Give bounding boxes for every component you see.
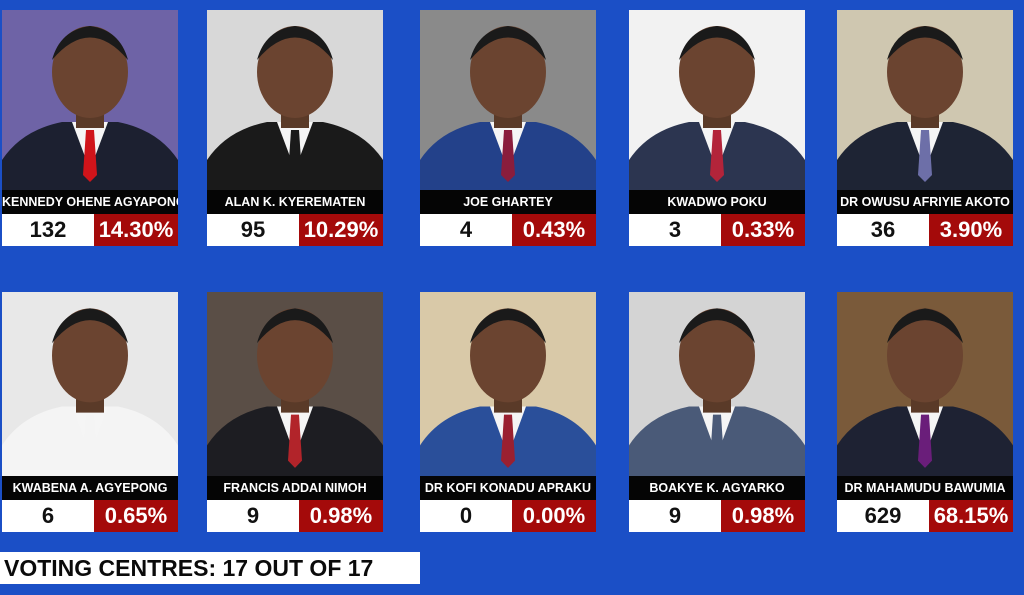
vote-count: 9 [207, 500, 299, 532]
vote-percent: 3.90% [929, 214, 1013, 246]
vote-percent: 0.33% [721, 214, 805, 246]
candidate-result: 3 0.33% [629, 214, 805, 246]
vote-count: 3 [629, 214, 721, 246]
vote-count: 132 [2, 214, 94, 246]
candidate-photo [629, 292, 805, 476]
candidate-result: 629 68.15% [837, 500, 1013, 532]
candidate-result: 6 0.65% [2, 500, 178, 532]
candidate-result: 9 0.98% [629, 500, 805, 532]
candidate-result: 95 10.29% [207, 214, 383, 246]
vote-percent: 68.15% [929, 500, 1013, 532]
candidate-photo [837, 10, 1013, 190]
candidate-name: JOE GHARTEY [420, 190, 596, 214]
candidate-photo [207, 292, 383, 476]
vote-percent: 10.29% [299, 214, 383, 246]
candidate-result: 0 0.00% [420, 500, 596, 532]
candidate-photo [2, 292, 178, 476]
candidate-result: 9 0.98% [207, 500, 383, 532]
vote-percent: 0.98% [721, 500, 805, 532]
candidate-name: DR KOFI KONADU APRAKU [420, 476, 596, 500]
voting-centres-banner: VOTING CENTRES: 17 OUT OF 17 [0, 552, 420, 584]
candidate-result: 4 0.43% [420, 214, 596, 246]
candidate-name: DR MAHAMUDU BAWUMIA [837, 476, 1013, 500]
candidate-photo [2, 10, 178, 190]
vote-percent: 0.43% [512, 214, 596, 246]
candidate-result: 36 3.90% [837, 214, 1013, 246]
vote-percent: 0.98% [299, 500, 383, 532]
vote-percent: 0.00% [512, 500, 596, 532]
candidate-photo [420, 292, 596, 476]
vote-percent: 0.65% [94, 500, 178, 532]
candidate-photo [207, 10, 383, 190]
vote-count: 4 [420, 214, 512, 246]
candidate-photo [420, 10, 596, 190]
vote-percent: 14.30% [94, 214, 178, 246]
vote-count: 9 [629, 500, 721, 532]
vote-count: 95 [207, 214, 299, 246]
candidate-photo [629, 10, 805, 190]
candidate-result: 132 14.30% [2, 214, 178, 246]
vote-count: 0 [420, 500, 512, 532]
vote-count: 36 [837, 214, 929, 246]
candidate-name: KWABENA A. AGYEPONG [2, 476, 178, 500]
candidate-name: FRANCIS ADDAI NIMOH [207, 476, 383, 500]
candidate-name: DR OWUSU AFRIYIE AKOTO [837, 190, 1013, 214]
vote-count: 6 [2, 500, 94, 532]
candidate-name: BOAKYE K. AGYARKO [629, 476, 805, 500]
candidate-photo [837, 292, 1013, 476]
vote-count: 629 [837, 500, 929, 532]
candidate-name: KENNEDY OHENE AGYAPONG [2, 190, 178, 214]
candidate-name: KWADWO POKU [629, 190, 805, 214]
candidate-name: ALAN K. KYEREMATEN [207, 190, 383, 214]
